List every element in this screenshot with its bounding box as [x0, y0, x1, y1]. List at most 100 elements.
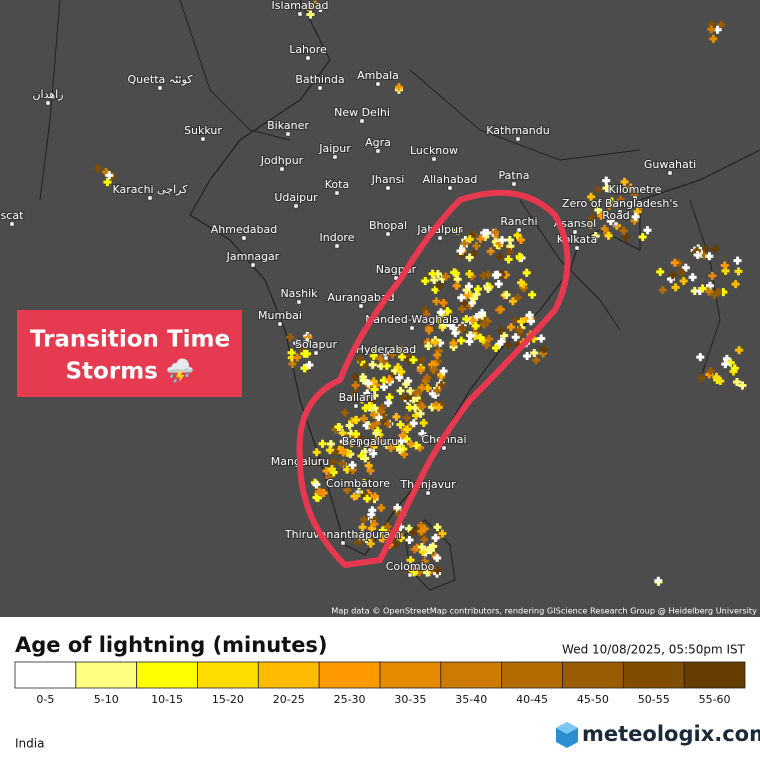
city-dot	[285, 131, 291, 137]
lightning-strike	[354, 438, 363, 447]
lightning-strike	[421, 276, 430, 285]
city-label: Nashik	[280, 287, 318, 300]
city-dot	[441, 445, 447, 451]
lightning-strike	[402, 380, 411, 389]
lightning-strike	[380, 383, 389, 392]
lightning-strike	[471, 321, 480, 330]
city-label: Guwahati	[644, 158, 696, 171]
city-dot	[437, 235, 443, 241]
coast-border	[189, 0, 760, 556]
lightning-strike	[395, 446, 404, 455]
lightning-strike	[688, 273, 697, 282]
lightning-strike	[442, 272, 451, 281]
lightning-strike	[316, 4, 325, 13]
lightning-strike	[305, 361, 314, 370]
lightning-strike	[497, 326, 506, 335]
city-dot	[334, 243, 340, 249]
lightning-strike	[594, 185, 603, 194]
lightning-strike	[416, 366, 425, 375]
lightning-strike	[484, 284, 493, 293]
lightning-strike	[334, 422, 343, 431]
lightning-strike	[368, 360, 377, 369]
lightning-strike	[671, 283, 680, 292]
city-label: Colombo	[386, 560, 435, 573]
lightning-strike	[367, 477, 376, 486]
city-dot	[45, 100, 51, 106]
lightning-strike	[398, 431, 407, 440]
city-label: Jodhpur	[260, 154, 304, 167]
lightning-strike	[311, 0, 320, 9]
city-dot	[359, 118, 365, 124]
city-dot	[375, 81, 381, 87]
legend-swatch	[440, 661, 503, 689]
legend-swatch	[318, 661, 381, 689]
lightning-strike	[366, 539, 375, 548]
lightning-strike	[731, 280, 740, 289]
lightning-strike	[439, 367, 448, 376]
lightning-strike	[368, 440, 377, 449]
lightning-strike	[423, 568, 432, 577]
city-label: Ahmedabad	[211, 223, 277, 236]
city-label: Lahore	[289, 43, 327, 56]
lightning-strike	[433, 315, 442, 324]
lightning-strike	[372, 419, 381, 428]
lightning-strike	[385, 375, 394, 384]
lightning-strike	[327, 465, 336, 474]
city-label: Ambala	[357, 69, 399, 82]
lightning-strike	[491, 344, 500, 353]
lightning-strike	[482, 341, 491, 350]
lightning-strike	[462, 315, 471, 324]
city-dot	[305, 55, 311, 61]
city-dot	[340, 540, 346, 546]
lightning-strike	[393, 503, 402, 512]
lightning-strike	[412, 388, 421, 397]
lightning-strike	[384, 398, 393, 407]
legend-swatch	[75, 661, 138, 689]
lightning-strike	[372, 436, 381, 445]
lightning-strike	[400, 450, 409, 459]
lightning-strike	[658, 286, 667, 295]
city-label: Bathinda	[295, 73, 344, 86]
lightning-strike	[654, 576, 663, 585]
city-label: Bengaluru	[342, 435, 399, 448]
lightning-strike	[370, 520, 379, 529]
lightning-strike	[418, 356, 427, 365]
lightning-strike	[403, 425, 412, 434]
lightning-strike	[515, 326, 524, 335]
lightning-strike	[602, 184, 611, 193]
legend-swatch	[622, 661, 685, 689]
lightning-strike	[721, 360, 730, 369]
city-dot	[293, 203, 299, 209]
lightning-strike	[670, 258, 679, 267]
lightning-strike	[458, 304, 467, 313]
lightning-strike	[656, 267, 665, 276]
lightning-strike	[397, 367, 406, 376]
lightning-strike	[613, 212, 622, 221]
lightning-strike	[605, 202, 614, 211]
lightning-strike	[405, 536, 414, 545]
lightning-strike	[677, 268, 686, 277]
callout-line: Transition Time	[30, 327, 230, 353]
lightning-strike	[306, 10, 315, 19]
lightning-strike	[709, 34, 718, 43]
attribution-bg	[335, 604, 760, 617]
city-dot	[250, 262, 256, 268]
lightning-strike	[717, 20, 726, 29]
lightning-strike	[315, 487, 324, 496]
lightning-strike	[591, 232, 600, 241]
timestamp: Wed 10/08/2025, 05:50pm IST	[562, 643, 746, 657]
city-label: Quetta کوئٹہ	[127, 73, 193, 86]
lightning-strike	[607, 197, 616, 206]
lightning-strike	[363, 494, 372, 503]
city-dot	[385, 231, 391, 237]
city-dot	[334, 190, 340, 196]
lightning-strike	[312, 448, 321, 457]
lightning-strike	[355, 355, 364, 364]
lightning-strike	[376, 533, 385, 542]
lightning-strike	[303, 349, 312, 358]
lightning-strike	[371, 346, 380, 355]
city-dot	[409, 325, 415, 331]
lightning-strike	[340, 481, 349, 490]
city-dot	[332, 154, 338, 160]
lightning-strike	[351, 381, 360, 390]
